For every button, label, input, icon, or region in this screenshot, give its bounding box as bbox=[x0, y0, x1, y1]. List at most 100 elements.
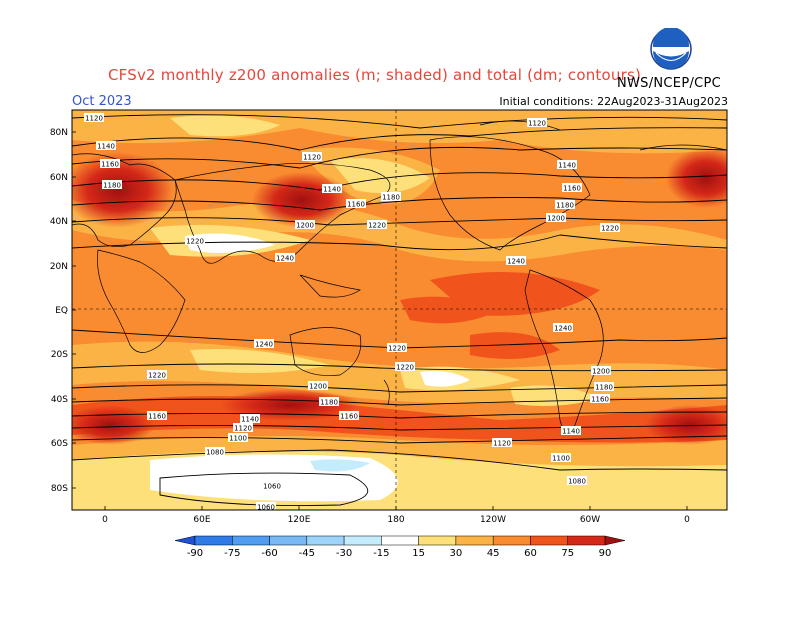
svg-text:1220: 1220 bbox=[148, 372, 166, 380]
svg-text:1060: 1060 bbox=[263, 483, 281, 491]
longitude-labels: 0 60E 120E 180 120W 60W 0 bbox=[102, 506, 690, 525]
contour-label: 1060 bbox=[262, 481, 282, 491]
contour-label: 1160 bbox=[147, 411, 167, 421]
agency-label: NWS/NCEP/CPC bbox=[617, 76, 722, 91]
contour-label: 1180 bbox=[381, 192, 401, 202]
svg-text:1180: 1180 bbox=[320, 399, 338, 407]
contour-label: 1120 bbox=[233, 423, 253, 433]
contour-label: 1140 bbox=[96, 141, 116, 151]
contour-label: 1220 bbox=[395, 362, 415, 372]
contour-label: 1240 bbox=[553, 323, 573, 333]
noaa-logo bbox=[650, 28, 692, 70]
svg-text:1220: 1220 bbox=[396, 364, 414, 372]
contour-label: 1160 bbox=[346, 199, 366, 209]
contour-label: 1180 bbox=[102, 180, 122, 190]
svg-text:1120: 1120 bbox=[234, 425, 252, 433]
svg-text:1160: 1160 bbox=[340, 413, 358, 421]
lon-label: 60W bbox=[580, 515, 600, 525]
contour-label: 1120 bbox=[302, 152, 322, 162]
svg-text:1140: 1140 bbox=[323, 186, 341, 194]
svg-text:1160: 1160 bbox=[347, 201, 365, 209]
colorbar: -90 -75 -60 -45 -30 -15 15 30 45 60 75 90 bbox=[174, 535, 626, 559]
svg-text:1120: 1120 bbox=[493, 440, 511, 448]
svg-text:1120: 1120 bbox=[528, 120, 546, 128]
contour-label: 1200 bbox=[308, 381, 328, 391]
contour-label: 1100 bbox=[551, 453, 571, 463]
lat-label: 20N bbox=[50, 262, 68, 272]
svg-text:1120: 1120 bbox=[85, 115, 103, 123]
colorbar-tick-label: -30 bbox=[336, 548, 352, 559]
svg-text:1100: 1100 bbox=[229, 435, 247, 443]
svg-text:1100: 1100 bbox=[552, 455, 570, 463]
lon-label: 120W bbox=[480, 515, 506, 525]
contour-label: 1220 bbox=[600, 223, 620, 233]
colorbar-bin bbox=[343, 535, 382, 546]
height-contours bbox=[72, 114, 727, 507]
contour-label: 1180 bbox=[594, 382, 614, 392]
contour-label: 1160 bbox=[100, 159, 120, 169]
contour-label: 1160 bbox=[562, 183, 582, 193]
svg-text:1080: 1080 bbox=[568, 478, 586, 486]
colorbar-tick-label: 45 bbox=[487, 548, 500, 559]
lat-label: 40S bbox=[51, 395, 68, 405]
svg-text:1140: 1140 bbox=[241, 416, 259, 424]
colorbar-bin bbox=[492, 535, 531, 546]
colorbar-bin bbox=[306, 535, 345, 546]
contour-label: 1200 bbox=[295, 220, 315, 230]
contour-label: 1120 bbox=[492, 438, 512, 448]
colorbar-tick-label: 60 bbox=[524, 548, 537, 559]
lon-label: 60E bbox=[193, 515, 210, 525]
contour-label: 1240 bbox=[254, 339, 274, 349]
latitude-labels: 80N 60N 40N 20N EQ 20S 40S 60S 80S bbox=[50, 128, 76, 494]
svg-text:1240: 1240 bbox=[554, 325, 572, 333]
contour-label: 1240 bbox=[275, 253, 295, 263]
svg-text:1220: 1220 bbox=[601, 225, 619, 233]
colorbar-tick-label: -90 bbox=[187, 548, 203, 559]
contour-label: 1080 bbox=[567, 476, 587, 486]
svg-text:1180: 1180 bbox=[595, 384, 613, 392]
colorbar-min-arrow bbox=[174, 535, 196, 546]
contour-label: 1100 bbox=[228, 433, 248, 443]
colorbar-bin bbox=[232, 535, 270, 546]
contour-label: 1220 bbox=[387, 343, 407, 353]
contour-label: 1140 bbox=[561, 426, 581, 436]
svg-text:1200: 1200 bbox=[309, 383, 327, 391]
lon-label: 180 bbox=[387, 515, 404, 525]
contour-label: 1200 bbox=[546, 213, 566, 223]
svg-text:1180: 1180 bbox=[556, 202, 574, 210]
contour-label: 1080 bbox=[205, 447, 225, 457]
anomaly-shading bbox=[72, 110, 727, 510]
svg-text:1120: 1120 bbox=[303, 154, 321, 162]
lat-label: 60S bbox=[51, 439, 68, 449]
lon-label: 120E bbox=[288, 515, 311, 525]
colorbar-tick-label: -15 bbox=[373, 548, 389, 559]
colorbar-bin bbox=[381, 535, 419, 546]
svg-text:1220: 1220 bbox=[388, 345, 406, 353]
svg-text:1140: 1140 bbox=[97, 143, 115, 151]
colorbar-bin bbox=[455, 535, 494, 546]
lat-label: 80N bbox=[50, 128, 68, 138]
contour-label: 1060 bbox=[256, 502, 276, 512]
svg-text:1080: 1080 bbox=[206, 449, 224, 457]
svg-text:1200: 1200 bbox=[592, 368, 610, 376]
forecast-month: Oct 2023 bbox=[72, 94, 132, 109]
contour-label: 1120 bbox=[84, 113, 104, 123]
svg-text:1200: 1200 bbox=[296, 222, 314, 230]
initial-conditions: Initial conditions: 22Aug2023-31Aug2023 bbox=[499, 95, 728, 108]
svg-text:1060: 1060 bbox=[257, 504, 275, 512]
svg-text:1220: 1220 bbox=[368, 222, 386, 230]
chart-title: CFSv2 monthly z200 anomalies (m; shaded)… bbox=[108, 66, 642, 84]
lon-label: 0 bbox=[102, 515, 108, 525]
contour-label: 1160 bbox=[590, 394, 610, 404]
svg-text:1160: 1160 bbox=[148, 413, 166, 421]
svg-text:1240: 1240 bbox=[507, 258, 525, 266]
contour-label: 1200 bbox=[591, 366, 611, 376]
contour-label: 1180 bbox=[319, 397, 339, 407]
colorbar-bin bbox=[418, 535, 457, 546]
lat-label: 80S bbox=[51, 484, 68, 494]
colorbar-bin bbox=[567, 535, 606, 546]
coastlines bbox=[72, 120, 727, 432]
contour-label: 1220 bbox=[185, 236, 205, 246]
svg-text:1180: 1180 bbox=[382, 194, 400, 202]
